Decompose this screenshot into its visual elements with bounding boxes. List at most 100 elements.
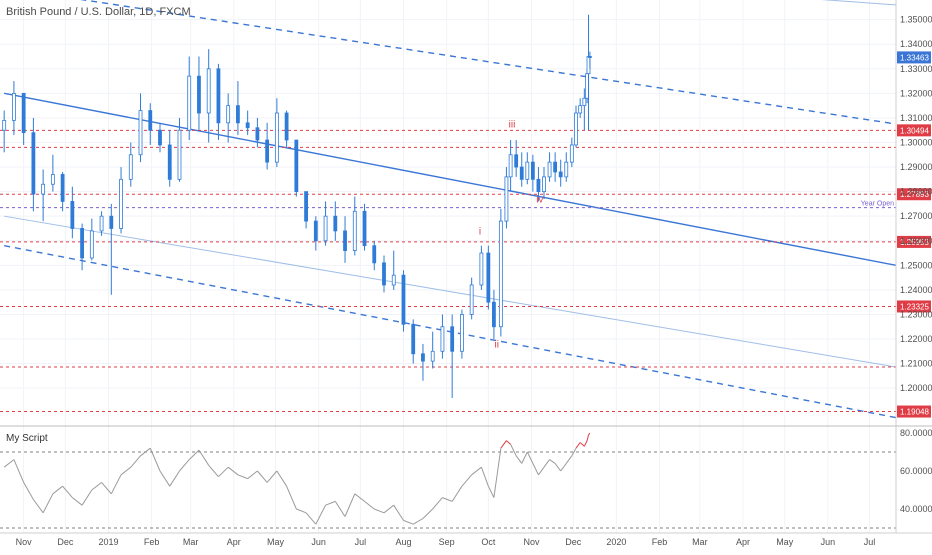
oscillator-segment bbox=[23, 482, 34, 500]
chart-title: British Pound / U.S. Dollar, 1D, FXCM bbox=[6, 6, 191, 18]
candle bbox=[498, 208, 503, 337]
candle-body bbox=[31, 132, 36, 195]
oscillator-segment bbox=[412, 518, 424, 525]
candle-body bbox=[547, 161, 552, 178]
candle bbox=[2, 110, 7, 153]
oscillator-segment bbox=[538, 466, 545, 476]
candle-body bbox=[197, 75, 201, 114]
candle bbox=[313, 216, 318, 251]
oscillator-segment bbox=[487, 485, 495, 498]
oscillator-segment bbox=[393, 504, 404, 521]
oscillator-segment bbox=[247, 470, 258, 479]
candle bbox=[294, 139, 299, 197]
candle bbox=[187, 56, 192, 141]
candle-body bbox=[450, 326, 455, 352]
price-level-label: 1.27893 bbox=[900, 190, 929, 199]
oscillator-segment bbox=[493, 448, 502, 498]
y-tick-label: 1.20000 bbox=[900, 383, 932, 393]
candle-body bbox=[401, 274, 406, 325]
current-price-label: 1.33463 bbox=[900, 53, 929, 62]
price-level-tag bbox=[897, 405, 931, 418]
candle bbox=[206, 49, 211, 143]
x-tick-label: Jun bbox=[821, 537, 836, 547]
candle-body bbox=[148, 110, 153, 131]
oscillator-segment bbox=[266, 470, 278, 483]
candles bbox=[2, 14, 592, 398]
candle-body bbox=[372, 245, 377, 264]
oscillator-segment bbox=[506, 440, 511, 445]
oscillator-segment bbox=[461, 474, 473, 487]
candle-body bbox=[569, 144, 574, 163]
y-tick-label: 1.30000 bbox=[900, 137, 932, 147]
wave-label: v bbox=[587, 0, 592, 2]
candle bbox=[323, 201, 328, 246]
x-tick-label: Sep bbox=[439, 537, 455, 547]
candle bbox=[236, 81, 240, 136]
x-tick-label: Mar bbox=[183, 537, 199, 547]
oscillator-segment bbox=[575, 442, 581, 449]
candle bbox=[304, 191, 308, 229]
candle bbox=[12, 81, 16, 136]
oscillator-segment bbox=[383, 504, 395, 514]
oscillator-segment bbox=[72, 497, 83, 506]
oscillator-segment bbox=[432, 497, 443, 510]
candle-body bbox=[50, 174, 55, 185]
oscillator-segment bbox=[130, 455, 141, 468]
candle bbox=[255, 117, 260, 148]
oscillator-tick-label: 60.000000 bbox=[900, 466, 932, 476]
candle bbox=[542, 167, 546, 199]
oscillator-segment bbox=[227, 466, 239, 476]
oscillator-segment bbox=[52, 485, 63, 495]
wave-label: iv bbox=[536, 195, 543, 206]
candle-body bbox=[498, 220, 503, 328]
candle-body bbox=[440, 326, 445, 352]
candle-body bbox=[167, 144, 172, 180]
candle bbox=[578, 98, 583, 118]
oscillator-segment bbox=[179, 459, 190, 472]
candle-body bbox=[542, 176, 546, 193]
candle bbox=[148, 103, 153, 145]
candle-body bbox=[89, 230, 94, 259]
wave-label: ii bbox=[494, 340, 498, 351]
oscillator-segment bbox=[549, 459, 556, 464]
candle-body bbox=[514, 154, 519, 168]
oscillator-segment bbox=[42, 493, 54, 514]
candle bbox=[343, 216, 347, 263]
oscillator-segment bbox=[110, 474, 122, 495]
candle bbox=[284, 110, 289, 148]
candle bbox=[119, 167, 123, 234]
candle-body bbox=[119, 178, 123, 229]
candle-body bbox=[304, 191, 308, 222]
oscillator-segment bbox=[169, 470, 180, 487]
candle bbox=[80, 223, 84, 271]
x-tick-label: Mar bbox=[692, 537, 708, 547]
oscillator-segment bbox=[305, 512, 317, 525]
oscillator-segment bbox=[344, 493, 356, 517]
grid bbox=[0, 0, 896, 533]
x-tick-label: 2019 bbox=[99, 537, 119, 547]
wave-labels: iiiiiiivv bbox=[479, 0, 593, 351]
oscillator-segment bbox=[480, 467, 489, 487]
candle bbox=[382, 255, 386, 293]
candle-body bbox=[558, 171, 563, 178]
candle-body bbox=[469, 284, 474, 315]
oscillator-segment bbox=[364, 501, 375, 510]
oscillator-segment bbox=[286, 486, 297, 510]
trendline bbox=[4, 215, 897, 368]
candle-body bbox=[2, 119, 7, 131]
oscillator-segment bbox=[334, 501, 346, 517]
oscillator-title: My Script bbox=[6, 433, 48, 444]
oscillator-segment bbox=[101, 482, 112, 495]
candle bbox=[216, 63, 221, 141]
candle bbox=[128, 142, 133, 187]
oscillator-segment bbox=[62, 485, 73, 498]
oscillator-segment bbox=[471, 466, 482, 476]
candle-body bbox=[216, 68, 221, 124]
price-level-label: 1.19048 bbox=[900, 408, 929, 417]
oscillator-segment bbox=[560, 463, 567, 472]
candle bbox=[391, 250, 396, 290]
x-tick-label: Apr bbox=[227, 537, 241, 547]
candle-body bbox=[80, 228, 84, 259]
